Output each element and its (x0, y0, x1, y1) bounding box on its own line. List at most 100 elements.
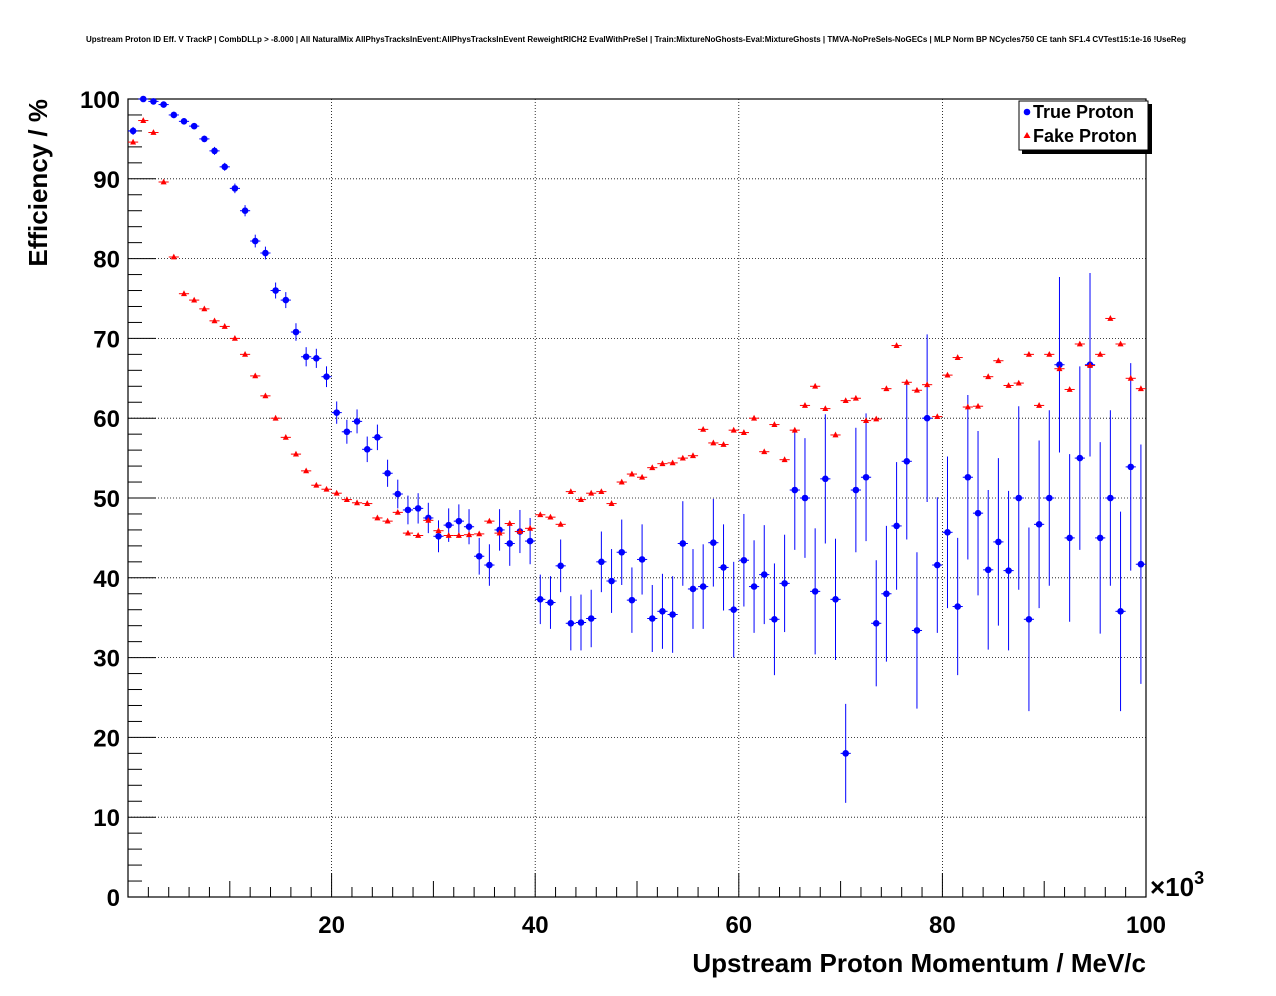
data-point (771, 421, 778, 427)
data-point (506, 540, 514, 547)
data-point (587, 615, 595, 622)
data-point (689, 585, 697, 593)
data-point (567, 488, 574, 495)
data-point (699, 583, 707, 590)
data-point (262, 392, 269, 399)
legend: True Proton Fake Proton (1018, 100, 1152, 154)
y-tick-label: 90 (93, 167, 120, 194)
data-point (486, 517, 493, 524)
data-point (740, 556, 748, 564)
data-point (832, 596, 839, 603)
data-point (751, 414, 758, 421)
data-point (394, 490, 402, 498)
data-point (760, 571, 768, 578)
data-point (190, 122, 198, 130)
data-point (160, 178, 167, 185)
data-point (1127, 374, 1134, 381)
data-point (536, 596, 544, 603)
legend-marker-true-proton (1023, 108, 1031, 116)
data-point (1076, 454, 1084, 462)
y-tick-label: 70 (93, 326, 120, 353)
x-tick-label: 80 (929, 912, 956, 939)
data-point (333, 409, 340, 416)
data-point (710, 539, 717, 546)
data-point (771, 615, 778, 623)
data-point (435, 533, 442, 540)
data-point (639, 473, 646, 480)
y-tick-label: 50 (93, 486, 120, 513)
data-point (343, 496, 350, 502)
plot-frame (127, 98, 1147, 898)
data-point (1036, 402, 1043, 408)
data-point (292, 450, 299, 457)
data-point (130, 138, 137, 145)
data-point (903, 378, 910, 385)
data-point (700, 425, 707, 432)
data-point (547, 599, 554, 606)
data-point (1005, 382, 1012, 388)
data-point (252, 372, 259, 379)
data-point (1127, 463, 1135, 471)
data-point (659, 460, 666, 467)
data-point (811, 588, 819, 595)
axis-ticks (127, 98, 1147, 898)
data-point (221, 163, 229, 171)
data-point (282, 433, 289, 440)
data-point (883, 590, 890, 598)
data-point (1056, 365, 1063, 372)
data-point (384, 517, 391, 524)
data-point (516, 528, 523, 534)
data-point (547, 513, 554, 520)
data-point (1107, 494, 1114, 502)
data-point (974, 509, 982, 517)
data-point (292, 328, 300, 336)
data-point (985, 373, 992, 380)
data-point (913, 386, 920, 393)
data-point (862, 473, 870, 481)
data-point (445, 532, 452, 538)
chart-title: Upstream Proton ID Eff. V TrackP | CombD… (86, 35, 1186, 44)
data-point (241, 207, 249, 215)
data-point (302, 353, 310, 361)
data-point (761, 448, 768, 455)
data-point (903, 457, 911, 465)
data-point (710, 439, 717, 446)
data-point (455, 532, 462, 538)
x-tick-label: 60 (725, 912, 752, 939)
data-point (578, 496, 585, 502)
data-point (832, 431, 839, 438)
data-point (689, 452, 696, 459)
data-point (557, 562, 564, 570)
x-tick-label: 40 (522, 912, 549, 939)
x-tick-label: 20 (318, 912, 345, 939)
data-point (201, 305, 208, 312)
data-point (964, 473, 972, 481)
data-point (1025, 350, 1032, 357)
data-point (201, 135, 208, 143)
data-point (863, 417, 870, 423)
data-point (1046, 350, 1053, 357)
x-multiplier-base: ×10 (1150, 872, 1194, 902)
data-point (781, 456, 788, 463)
data-point (476, 530, 483, 537)
data-point (944, 371, 951, 378)
data-point (730, 606, 738, 614)
legend-marker-fake-proton (1023, 132, 1031, 138)
data-point (608, 500, 615, 506)
data-point (618, 548, 626, 556)
data-point (577, 619, 585, 626)
data-point (1066, 386, 1073, 392)
data-point (924, 381, 931, 388)
data-point (628, 596, 636, 604)
x-axis-label: Upstream Proton Momentum / MeV/c (692, 948, 1146, 978)
data-point (893, 342, 900, 348)
data-point (354, 499, 361, 506)
data-point (394, 508, 401, 515)
y-tick-label: 40 (93, 566, 120, 593)
data-point (425, 516, 432, 523)
data-point (954, 603, 961, 610)
data-point (231, 185, 239, 192)
data-point (995, 357, 1002, 364)
data-point (842, 750, 849, 757)
